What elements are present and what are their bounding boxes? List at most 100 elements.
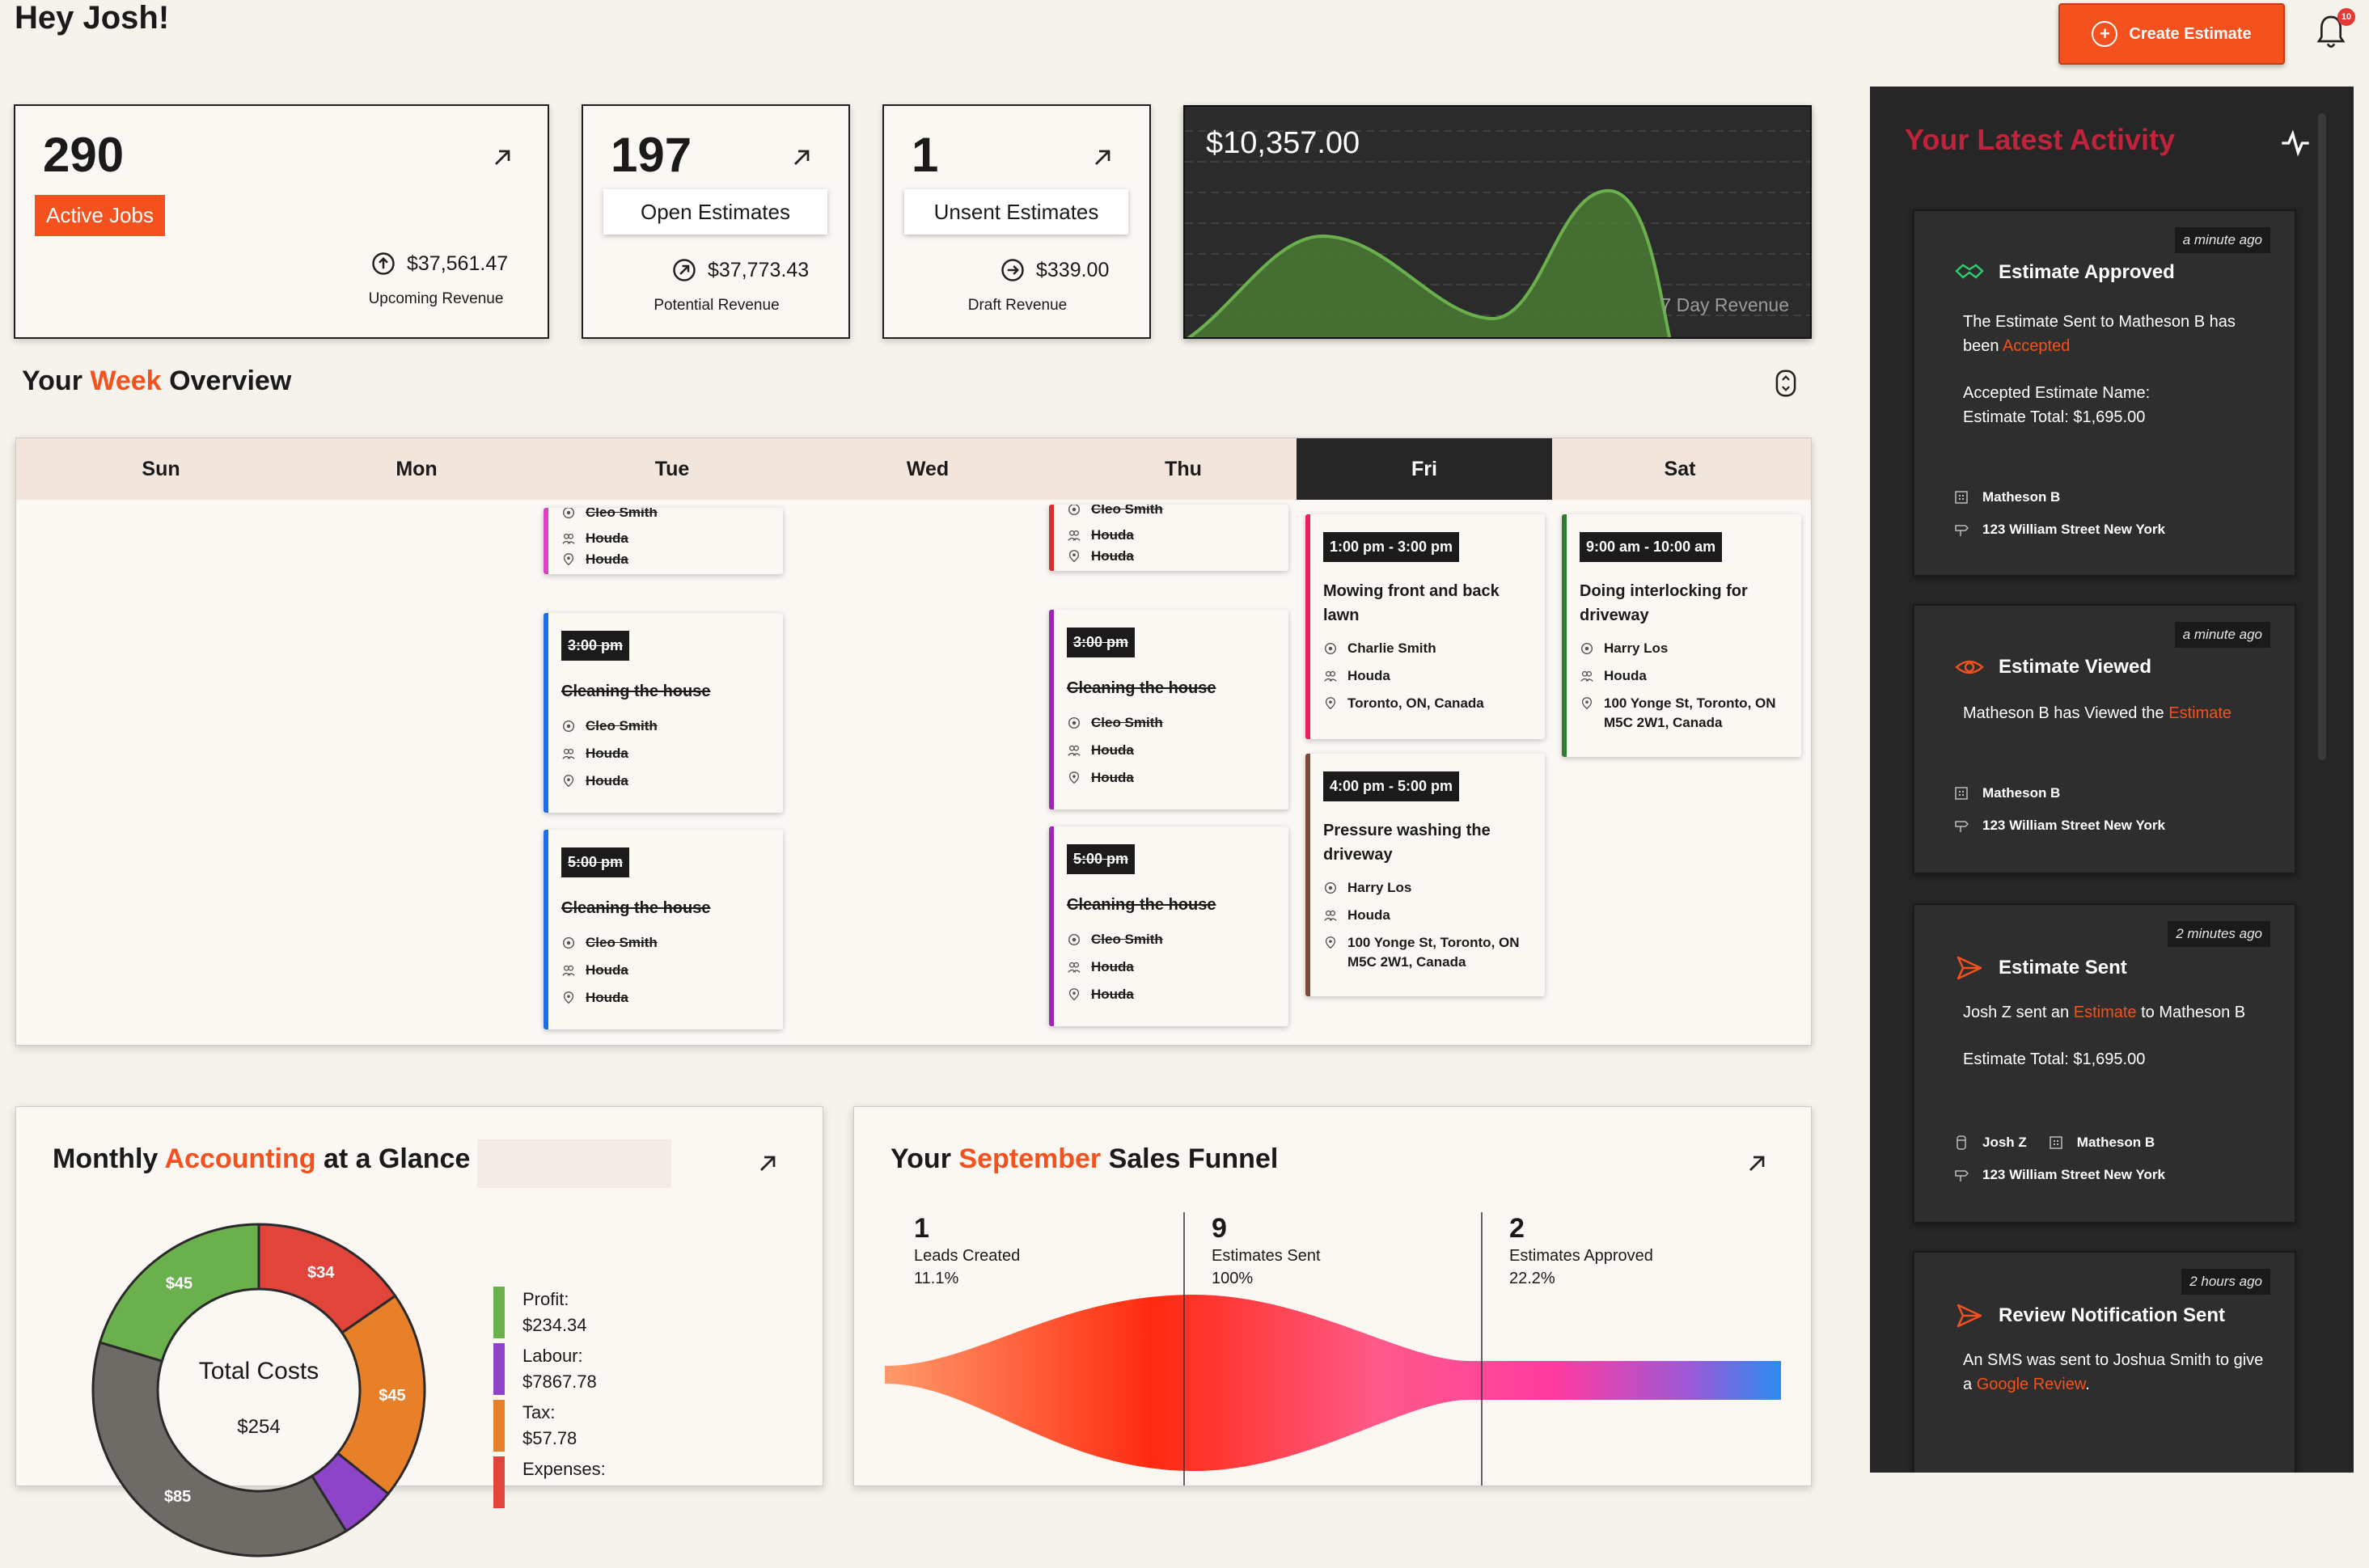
building-icon [2050,1136,2062,1149]
location-pin-icon [563,553,574,566]
customer-icon [1580,642,1593,655]
donut-center-value: $254 [237,1416,281,1438]
revenue-sparkline [1185,130,1810,337]
create-estimate-button[interactable]: + Create Estimate [2058,3,2285,65]
week-header: Sun Mon Tue Wed Thu Fri Sat [16,438,1811,500]
week-calendar: Sun Mon Tue Wed Thu Fri Sat Cleo Smith H… [15,437,1812,1046]
upcoming-revenue-caption: Upcoming Revenue [368,290,504,307]
building-icon [1955,787,1968,800]
activity-item-review-notification[interactable]: 2 hours ago Review Notification Sent An … [1913,1251,2296,1473]
arrow-up-right-icon[interactable] [755,1151,781,1177]
donut-segment-label: $34 [307,1264,335,1282]
donut-segment[interactable] [98,1223,260,1363]
legend-labour: Labour: $7867.78 [493,1343,597,1395]
location-pin-icon [563,775,574,788]
day-header-wed[interactable]: Wed [906,457,950,480]
arrow-up-right-icon[interactable] [1089,145,1115,171]
activity-body: An SMS was sent to Joshua Smith to give … [1963,1351,2264,1393]
activity-item-estimate-approved[interactable]: a minute ago Estimate Approved The Estim… [1913,209,2296,577]
signpost-icon [1955,1170,1969,1181]
accounting-card: Monthly Accounting at a Glance $34 $45 $85… [15,1106,823,1557]
activity-item-estimate-sent[interactable]: 2 minutes ago Estimate Sent Josh Z sent … [1913,903,2296,1224]
activity-time: a minute ago [2174,227,2270,253]
arrow-up-right-icon[interactable] [789,145,814,171]
bell-icon[interactable] [2315,13,2347,53]
event-card[interactable]: Cleo Smith Houda Houda [1049,505,1288,571]
funnel-title: Your September Sales Funnel [890,1143,1279,1174]
accounting-title: Monthly Accounting at a Glance [53,1143,471,1174]
arrow-up-right-icon[interactable] [1744,1151,1770,1177]
building-icon [1955,491,1968,504]
customer-icon [1068,505,1081,516]
day-header-fri[interactable]: Fri [1297,438,1552,500]
funnel-stage-approved: 2 Estimates Approved 22.2% [1509,1213,1653,1287]
active-jobs-card[interactable]: 290 Active Jobs $37,561.47 Upcoming Reve… [14,104,549,339]
signpost-icon [1955,821,1969,832]
activity-pulse-icon[interactable] [2279,127,2312,159]
arrow-up-right-circle-icon [673,259,696,281]
funnel-graphic [885,1212,1781,1486]
location-pin-icon [1068,771,1080,784]
handshake-icon [1955,264,1984,279]
activity-client: Matheson B [1953,489,2060,505]
month-selector[interactable] [477,1139,671,1188]
donut-segment-label: $45 [379,1387,405,1405]
day-header-thu[interactable]: Thu [1165,457,1202,480]
location-pin-icon [1068,550,1080,563]
event-card[interactable]: 3:00 pm Cleaning the house Cleo Smith Ho… [1049,610,1288,809]
unsent-estimates-count: 1 [912,128,939,182]
location-pin-icon [1068,988,1080,1001]
draft-revenue-caption: Draft Revenue [967,297,1068,314]
activity-scrollbar[interactable] [2318,113,2326,760]
activity-client: Matheson B [1953,785,2060,801]
event-card[interactable]: 1:00 pm - 3:00 pm Mowing front and back … [1305,514,1545,739]
day-header-sat[interactable]: Sat [1664,457,1696,480]
crew-icon [1068,745,1081,756]
revenue-amount: $10,357.00 [1206,126,1360,160]
draft-revenue-amount: $339.00 [1036,258,1110,281]
day-header-mon[interactable]: Mon [396,457,438,480]
notification-badge: 10 [2337,8,2355,26]
send-icon [1957,956,1982,980]
day-header-tue[interactable]: Tue [654,457,690,480]
day-header-sun[interactable]: Sun [142,457,180,480]
active-jobs-count: 290 [43,128,125,182]
potential-revenue-amount: $37,773.43 [708,258,810,281]
scroll-toggle-icon[interactable] [1775,369,1797,398]
upcoming-revenue-amount: $37,561.47 [407,251,509,275]
open-estimates-card[interactable]: 197 Open Estimates $37,773.43 Potential … [582,104,850,339]
customer-icon [1324,881,1337,894]
arrow-up-circle-icon [372,252,395,275]
seven-day-revenue-card[interactable]: $10,357.00 7 Day Revenue [1183,105,1812,339]
event-card[interactable]: 3:00 pm Cleaning the house Cleo Smith Ho… [544,613,783,813]
event-card[interactable]: 4:00 pm - 5:00 pm Pressure washing the d… [1305,754,1545,996]
donut-segment-label: $85 [164,1488,191,1506]
revenue-label: 7 Day Revenue [1660,294,1789,315]
donut-segment-label: $45 [166,1275,192,1293]
activity-time: 2 hours ago [2181,1269,2270,1295]
event-card[interactable]: 9:00 am - 10:00 am Doing interlocking fo… [1562,514,1801,757]
event-card[interactable]: 5:00 pm Cleaning the house Cleo Smith Ho… [1049,826,1288,1026]
crew-icon [1068,530,1081,541]
funnel-stage-leads: 1 Leads Created 11.1% [914,1213,1021,1287]
event-card[interactable]: Cleo Smith Houda Houda [544,508,783,574]
donut-center-label: Total Costs [198,1358,319,1384]
greeting-title: Hey Josh! [15,0,170,36]
plus-circle-icon: + [2092,21,2118,47]
activity-address: 123 William Street New York [1953,818,2165,834]
activity-item-estimate-viewed[interactable]: a minute ago Estimate Viewed Matheson B … [1913,604,2296,874]
activity-address: 123 William Street New York [1953,1167,2165,1183]
potential-revenue-caption: Potential Revenue [654,297,780,314]
costs-donut-chart: $34 $45 $85 $45 [91,1223,426,1557]
crew-icon [562,533,575,544]
eye-icon [1955,660,1984,674]
event-card[interactable]: 5:00 pm Cleaning the house Cleo Smith Ho… [544,830,783,1029]
customer-icon [1324,642,1337,655]
legend-tax: Tax: $57.78 [493,1400,577,1452]
location-pin-icon [563,991,574,1004]
customer-icon [562,936,575,949]
activity-panel: Your Latest Activity a minute ago Estima… [1870,87,2354,1473]
user-icon [1957,1135,1966,1150]
unsent-estimates-card[interactable]: 1 Unsent Estimates $339.00 Draft Revenue [882,104,1151,339]
arrow-up-right-icon[interactable] [489,145,515,171]
